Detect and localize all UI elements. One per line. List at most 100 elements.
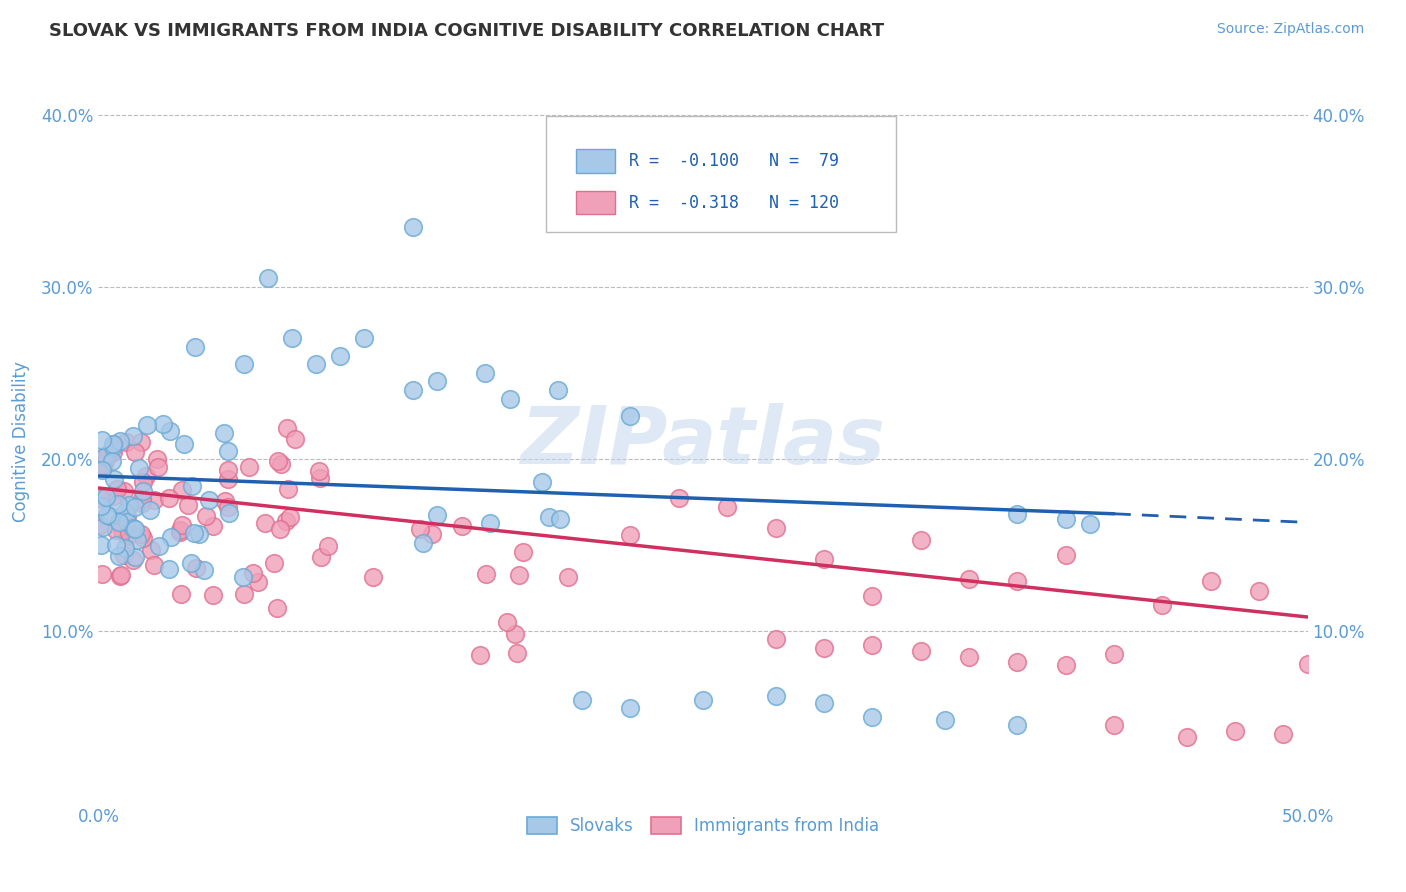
- Point: [121, 552, 143, 566]
- Point: [124, 522, 146, 536]
- Point: [557, 570, 579, 584]
- Point: [107, 498, 129, 512]
- Point: [408, 521, 430, 535]
- Point: [1007, 718, 1029, 732]
- Point: [91, 458, 114, 472]
- Point: [860, 589, 883, 603]
- Point: [716, 500, 738, 514]
- Point: [131, 492, 153, 507]
- Point: [105, 538, 128, 552]
- Point: [132, 484, 155, 499]
- Point: [420, 527, 443, 541]
- Point: [111, 524, 134, 538]
- Point: [117, 529, 139, 543]
- Text: R =  -0.318   N = 120: R = -0.318 N = 120: [630, 194, 839, 211]
- Point: [1007, 655, 1029, 669]
- Point: [198, 493, 221, 508]
- Point: [101, 489, 124, 503]
- Point: [308, 464, 330, 478]
- Point: [170, 586, 193, 600]
- Point: [125, 533, 148, 548]
- Point: [254, 516, 277, 530]
- Point: [187, 527, 209, 541]
- Point: [217, 443, 239, 458]
- Point: [1175, 731, 1198, 745]
- Point: [101, 440, 124, 454]
- Point: [305, 357, 328, 371]
- Point: [124, 550, 146, 565]
- Point: [233, 586, 256, 600]
- Point: [910, 533, 932, 547]
- Point: [97, 447, 120, 461]
- Point: [90, 433, 112, 447]
- Point: [132, 475, 155, 490]
- Point: [124, 445, 146, 459]
- Point: [90, 499, 112, 513]
- Point: [108, 569, 131, 583]
- Point: [475, 566, 498, 581]
- Point: [96, 450, 118, 465]
- Point: [1199, 574, 1222, 588]
- Point: [309, 470, 332, 484]
- Point: [934, 713, 956, 727]
- Point: [765, 689, 787, 703]
- Point: [90, 463, 112, 477]
- Point: [101, 436, 124, 450]
- Text: SLOVAK VS IMMIGRANTS FROM INDIA COGNITIVE DISABILITY CORRELATION CHART: SLOVAK VS IMMIGRANTS FROM INDIA COGNITIV…: [49, 22, 884, 40]
- Point: [498, 392, 520, 406]
- Point: [112, 548, 135, 562]
- Point: [201, 519, 224, 533]
- Point: [143, 492, 166, 507]
- Point: [256, 271, 278, 285]
- Point: [103, 437, 125, 451]
- Point: [353, 331, 375, 345]
- Point: [129, 527, 152, 541]
- Bar: [576, 191, 614, 214]
- Point: [148, 539, 170, 553]
- Point: [274, 514, 297, 528]
- Point: [957, 572, 980, 586]
- Point: [1249, 583, 1271, 598]
- Point: [110, 568, 132, 582]
- Point: [139, 503, 162, 517]
- Point: [128, 460, 150, 475]
- Point: [538, 509, 561, 524]
- Point: [157, 491, 180, 505]
- Point: [450, 519, 472, 533]
- Point: [263, 557, 285, 571]
- Point: [402, 219, 425, 234]
- Point: [276, 420, 298, 434]
- Point: [101, 454, 124, 468]
- Point: [135, 417, 157, 432]
- Point: [495, 615, 517, 629]
- Point: [508, 568, 530, 582]
- Point: [159, 562, 181, 576]
- Point: [619, 528, 641, 542]
- Point: [98, 509, 121, 524]
- Point: [957, 649, 980, 664]
- Point: [152, 417, 174, 431]
- Point: [114, 505, 136, 519]
- Point: [90, 567, 112, 582]
- Point: [117, 525, 139, 540]
- Point: [470, 648, 492, 662]
- Point: [426, 508, 449, 522]
- Point: [813, 696, 835, 710]
- Point: [1296, 657, 1319, 671]
- Point: [619, 701, 641, 715]
- Point: [89, 491, 111, 505]
- Point: [505, 627, 527, 641]
- Point: [146, 452, 169, 467]
- Point: [114, 434, 136, 449]
- Point: [159, 530, 181, 544]
- Point: [118, 498, 141, 512]
- Point: [619, 409, 641, 423]
- Point: [115, 515, 138, 529]
- Point: [103, 445, 125, 459]
- Point: [1078, 517, 1101, 532]
- Point: [103, 472, 125, 486]
- Point: [267, 454, 290, 468]
- Point: [212, 426, 235, 441]
- Point: [1102, 647, 1125, 661]
- Point: [108, 515, 131, 529]
